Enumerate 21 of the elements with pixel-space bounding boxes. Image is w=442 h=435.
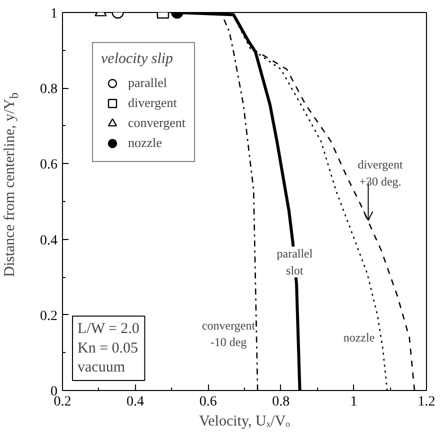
legend-label: parallel [128, 75, 167, 91]
annotation: parallel slot [276, 246, 314, 278]
x-tick-label: 0.4 [126, 394, 144, 410]
x-axis-title: Velocity, Uₓ/Vₒ [198, 414, 291, 430]
y-tick-label: 1 [50, 6, 58, 22]
x-tick-label: 1 [350, 394, 358, 410]
legend-label: convergent [128, 115, 186, 131]
annotation: nozzle [343, 330, 375, 345]
annotation: L/W = 2.0 Kn = 0.05 vacuum [78, 321, 140, 376]
y-tick-label: 0.6 [40, 158, 58, 173]
legend-label: divergent [128, 95, 177, 111]
x-tick-label: 0.6 [199, 394, 217, 410]
x-tick-label: 1.2 [418, 394, 436, 410]
y-tick-label: 0.4 [40, 233, 58, 248]
annotation: divergent +30 deg. [358, 158, 404, 188]
annotation: convergent -10 deg [202, 318, 256, 350]
y-tick-label: 0.2 [40, 308, 58, 324]
legend-label: nozzle [128, 135, 162, 151]
x-tick-label: 0.8 [272, 394, 290, 410]
y-tick-label: 0.8 [40, 82, 58, 98]
legend-title: velocity slip [101, 51, 174, 68]
